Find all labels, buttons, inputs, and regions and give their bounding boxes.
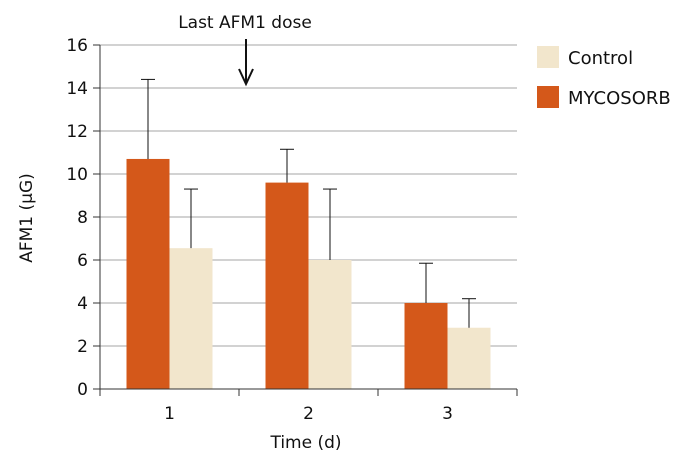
y-tick-label: 4: [77, 294, 88, 314]
y-tick-label: 6: [77, 251, 88, 271]
y-tick-label: 16: [66, 36, 88, 56]
annotation-label: Last AFM1 dose: [178, 13, 312, 33]
x-tick-labels: 1 2 3: [99, 389, 518, 424]
legend-swatch-control: [537, 46, 559, 68]
legend-swatch-mycosorb: [537, 86, 559, 108]
y-tick-label: 10: [66, 165, 88, 185]
bar-control-1: [169, 248, 213, 389]
y-tick-label: 8: [77, 208, 88, 228]
bars: [126, 158, 491, 389]
y-axis-label: AFM1 (μG): [17, 173, 37, 263]
bar-mycosorb-1: [126, 158, 170, 389]
arrow-down-icon: [238, 39, 254, 87]
y-tick-label: 12: [66, 122, 88, 142]
legend: Control MYCOSORB: [537, 46, 671, 109]
error-bars: [141, 78, 476, 328]
x-tick-label: 3: [442, 404, 453, 424]
y-tick-label: 2: [77, 337, 88, 357]
bar-control-3: [447, 327, 491, 389]
bar-mycosorb-3: [404, 303, 448, 389]
legend-label-control: Control: [568, 48, 633, 69]
bar-mycosorb-2: [265, 182, 309, 389]
annotation: Last AFM1 dose: [178, 13, 312, 87]
x-axis-label: Time (d): [269, 433, 341, 453]
y-tick-labels: 0 2 4 6 8 10 12 14 16: [66, 36, 100, 400]
bar-control-2: [308, 260, 352, 389]
x-tick-label: 1: [164, 404, 175, 424]
legend-label-mycosorb: MYCOSORB: [568, 88, 671, 109]
y-tick-label: 0: [77, 380, 88, 400]
y-tick-label: 14: [66, 79, 88, 99]
x-tick-label: 2: [303, 404, 314, 424]
